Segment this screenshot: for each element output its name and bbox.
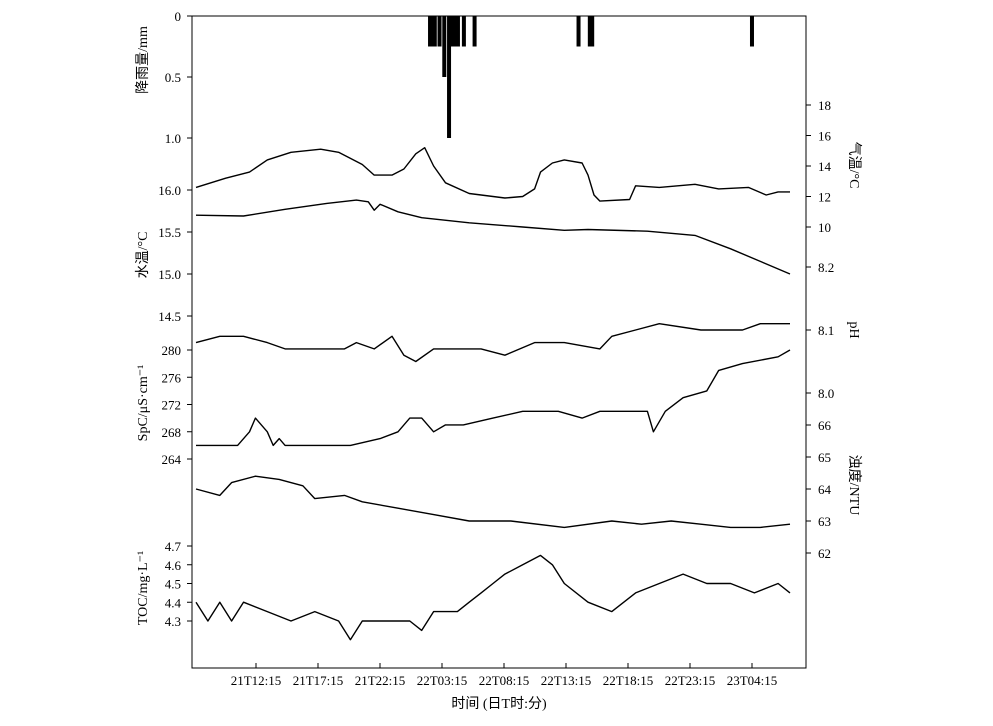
air_temp-axis-label: 气温/°C: [846, 142, 862, 189]
toc-series-line: [195, 554, 791, 641]
rain-bar: [447, 16, 452, 138]
plot-frame: [191, 15, 807, 669]
rain-bar: [450, 16, 455, 47]
ph-tick-label: 8.0: [818, 386, 834, 401]
x-tick-label: 21T17:15: [293, 673, 344, 688]
rain-bar: [587, 16, 592, 47]
spc-series-line: [196, 349, 791, 447]
toc-tick-label: 4.3: [165, 614, 181, 629]
ph-axis-label: pH: [846, 321, 861, 338]
spc-tick-label: 264: [162, 452, 182, 467]
x-tick-label: 22T08:15: [479, 673, 530, 688]
rain-bar: [430, 16, 435, 47]
spc-tick-label: 268: [162, 425, 182, 440]
water_temp-tick-label: 15.0: [158, 267, 181, 282]
ph-tick-label: 8.1: [818, 323, 834, 338]
toc-tick-label: 4.4: [165, 595, 182, 610]
rain-bar: [442, 16, 447, 77]
air_temp-tick-label: 12: [818, 190, 831, 205]
x-tick-label: 21T12:15: [231, 673, 282, 688]
rain-bar: [452, 16, 457, 47]
ph-tick-label: 8.2: [818, 260, 834, 275]
air_temp-series-line: [195, 146, 790, 202]
rain-bar: [576, 16, 581, 47]
rain-axis-label: 降雨量/mm: [135, 26, 151, 94]
rain-bar: [749, 16, 754, 47]
rain-bar: [437, 16, 442, 47]
air_temp-tick-label: 16: [818, 129, 832, 144]
spc-tick-label: 272: [162, 398, 182, 413]
spc-tick-label: 280: [162, 343, 182, 358]
rain-bar: [461, 16, 466, 47]
rain-bar: [432, 16, 437, 47]
water_temp-axis-label: 水温/°C: [135, 232, 151, 279]
x-tick-label: 22T13:15: [541, 673, 592, 688]
x-tick-label: 22T03:15: [417, 673, 468, 688]
rain-bar: [472, 16, 477, 47]
x-tick-label: 23T04:15: [727, 673, 778, 688]
air_temp-tick-label: 10: [818, 220, 831, 235]
turbidity-series-line: [195, 475, 791, 529]
air_temp-tick-label: 14: [818, 159, 832, 174]
water_temp-tick-label: 16.0: [158, 183, 181, 198]
toc-tick-label: 4.6: [165, 558, 182, 573]
ph-series-line: [195, 323, 790, 363]
x-tick-label: 21T22:15: [355, 673, 406, 688]
toc-axis-label: TOC/mg·L⁻¹: [136, 551, 151, 625]
turbidity-axis-label: 浊度/NTU: [846, 455, 862, 516]
spc-axis-label: SpC/μS·cm⁻¹: [136, 365, 151, 442]
spc-tick-label: 276: [162, 370, 182, 385]
rain-tick-label: 1.0: [165, 131, 181, 146]
x-tick-label: 22T23:15: [665, 673, 716, 688]
turbidity-tick-label: 66: [818, 418, 832, 433]
turbidity-tick-label: 65: [818, 450, 831, 465]
rain-tick-label: 0.5: [165, 70, 181, 85]
air_temp-tick-label: 18: [818, 98, 831, 113]
turbidity-tick-label: 64: [818, 482, 832, 497]
toc-tick-label: 4.7: [165, 539, 182, 554]
x-axis-label: 时间 (日T时:分): [451, 696, 547, 712]
rain-tick-label: 0: [175, 9, 182, 24]
water_temp-tick-label: 15.5: [158, 225, 181, 240]
turbidity-tick-label: 63: [818, 514, 831, 529]
rain-bar: [590, 16, 595, 47]
x-tick-label: 22T18:15: [603, 673, 654, 688]
rain-bar: [455, 16, 460, 47]
toc-tick-label: 4.5: [165, 577, 181, 592]
water_temp-series-line: [195, 199, 791, 275]
water_temp-tick-label: 14.5: [158, 309, 181, 324]
rain-bar: [428, 16, 433, 47]
turbidity-tick-label: 62: [818, 546, 831, 561]
